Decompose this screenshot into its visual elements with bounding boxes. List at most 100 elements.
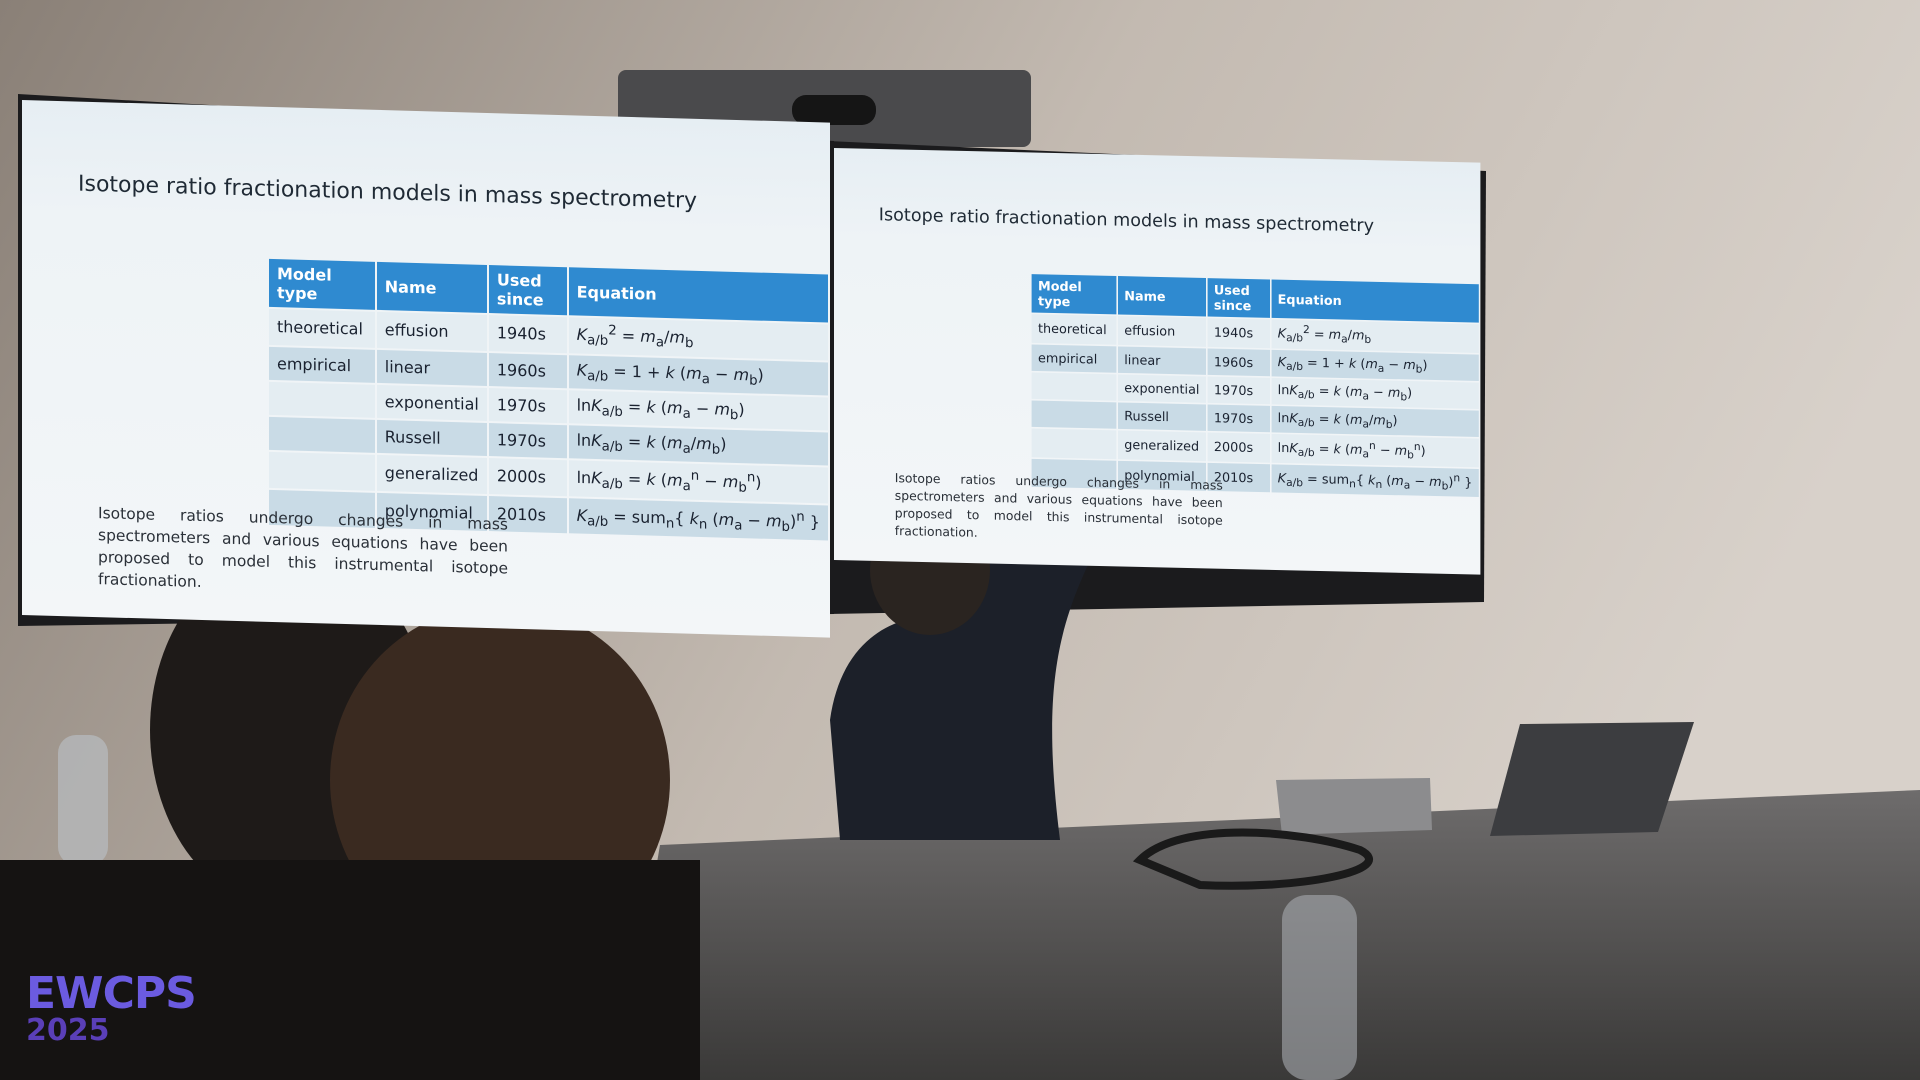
equation-part: − <box>1368 383 1388 400</box>
equation-part: − <box>690 398 715 419</box>
equation-part: ) <box>1392 412 1398 428</box>
equation-cell: Ka/b = sumn{ kn (ma − mb)n } <box>1271 463 1479 498</box>
equation-part: a/b <box>1286 360 1303 373</box>
equation-part: ln <box>1277 439 1290 456</box>
table-cell: 1940s <box>488 315 567 353</box>
table-cell: effusion <box>1117 316 1206 347</box>
equation-part: b <box>1407 449 1414 462</box>
equation-part: m <box>1365 355 1378 372</box>
equation-part: = 1 + <box>1302 354 1349 371</box>
equation-part: a/b <box>1286 332 1303 345</box>
equation-part: K <box>576 324 588 345</box>
table-cell: effusion <box>376 311 487 351</box>
equation-part: = <box>1314 440 1334 457</box>
table-cell: empirical <box>269 346 375 383</box>
table: Model type Name Used since Equation theoreti… <box>267 257 830 543</box>
equation-part: m <box>1349 441 1363 458</box>
equation-part: ) <box>720 434 727 454</box>
equation-part: m <box>686 363 702 383</box>
equation-part: K <box>1277 353 1287 370</box>
equation-part: ) <box>757 365 764 385</box>
equation-part: a/b <box>601 404 623 420</box>
equation-cell: Ka/b = 1 + k (ma − mb) <box>568 354 828 396</box>
column-header: Model type <box>269 258 375 310</box>
logo-year: 2025 <box>26 1013 110 1048</box>
column-header: Used since <box>488 265 567 316</box>
equation-part: ln <box>576 430 592 450</box>
column-header: Equation <box>568 267 828 323</box>
table: Model type Name Used since Equation theoreti… <box>1030 272 1480 498</box>
logo-name: EWCPS <box>26 968 197 1019</box>
equation-part: b <box>711 442 721 458</box>
table-cell: Russell <box>1117 402 1206 431</box>
table-cell: generalized <box>1117 430 1206 461</box>
equation-part: − <box>1375 442 1395 458</box>
equation-part: m <box>1387 384 1401 400</box>
logo: EWCPS 2025 <box>26 968 197 1048</box>
equation-part: = <box>1309 326 1329 342</box>
table-cell: 1970s <box>488 387 567 424</box>
equation-part: = <box>1314 382 1334 399</box>
equation-part: = <box>616 325 641 346</box>
equation-part: } <box>1460 474 1473 490</box>
equation-part: m <box>718 509 735 529</box>
equation-part: K <box>1277 470 1287 486</box>
equation-part: k <box>1333 411 1341 427</box>
equation-cell: lnKa/b = k (man − mbn) <box>568 460 828 504</box>
table-cell <box>1031 400 1117 429</box>
equation-part: a <box>701 371 710 387</box>
equation-part: b <box>781 519 791 535</box>
equation-part: ) <box>738 399 745 419</box>
equation-part: ( <box>1356 355 1366 371</box>
equation-part: K <box>1289 440 1298 456</box>
equation-part: K <box>1289 410 1298 426</box>
equation-part: − <box>699 471 723 491</box>
slide-paragraph: Isotope ratios undergo changes in mass s… <box>98 504 508 592</box>
equation-part: a <box>682 441 691 457</box>
equation-part: K <box>591 395 602 415</box>
table-cell: 1960s <box>488 352 567 388</box>
equation-part: m <box>1391 472 1404 489</box>
table-cell <box>1031 428 1117 459</box>
equation-part: b <box>1441 480 1449 493</box>
equation-part: = <box>622 431 647 452</box>
conference-table <box>620 790 1920 1080</box>
equation-cell: Ka/b = sumn{ kn (ma − mb)n } <box>568 497 828 541</box>
equation-part: 2 <box>608 323 617 339</box>
equation-part: n <box>690 468 700 484</box>
equation-part: a/b <box>587 368 609 385</box>
equation-part: = 1 + <box>608 360 666 382</box>
table-cell <box>269 451 375 491</box>
equation-part: − <box>709 363 734 384</box>
equation-part: k <box>646 432 656 452</box>
slide-title: Isotope ratio fractionation models in ma… <box>78 171 698 214</box>
equation-part: n <box>746 470 756 486</box>
equation-part: m <box>1429 473 1442 489</box>
equation-part: m <box>1351 327 1365 343</box>
equation-part: m <box>640 326 656 347</box>
equation-part: = <box>1314 410 1334 427</box>
equation-part: m <box>1349 411 1363 428</box>
equation-part: n <box>796 509 805 525</box>
equation-cell: Ka/b2 = ma/mb <box>1271 319 1479 353</box>
equation-part: ( <box>655 432 667 452</box>
equation-cell: lnKa/b = k (ma/mb) <box>1271 405 1479 438</box>
table-cell: 2000s <box>1207 432 1270 463</box>
equation-part: ) <box>1422 356 1428 373</box>
equation-part: K <box>591 430 602 451</box>
equation-part: a/b <box>601 476 623 493</box>
equation-part: a <box>682 406 691 422</box>
equation-part: 2 <box>1302 324 1310 337</box>
equation-part: ( <box>1340 383 1350 399</box>
equation-part: b <box>1415 363 1423 376</box>
table-cell <box>269 416 375 453</box>
bottle <box>1282 895 1357 1080</box>
equation-part: = <box>622 469 647 489</box>
equation-part: m <box>669 327 686 347</box>
equation-part: − <box>742 510 766 530</box>
equation-part: K <box>1289 382 1298 398</box>
table-cell: linear <box>376 349 487 386</box>
equation-part: ( <box>655 470 667 490</box>
equation-part: m <box>1328 326 1342 343</box>
